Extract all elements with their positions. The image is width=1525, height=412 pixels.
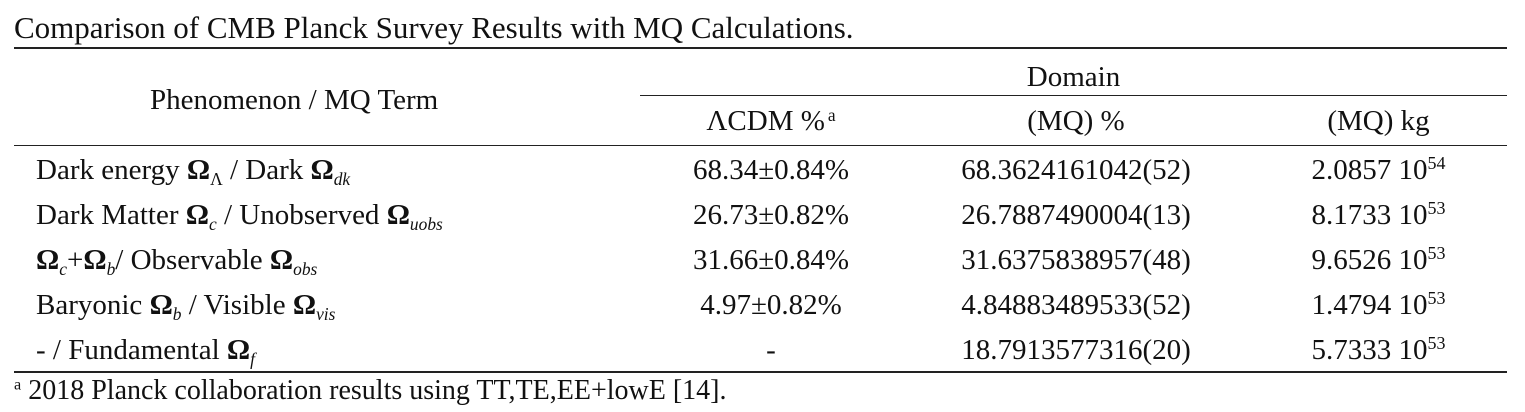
row-label-text: / Unobserved — [216, 199, 387, 231]
mass-mantissa: 2.0857 10 — [1311, 154, 1428, 186]
row-label-text: Dark Matter — [36, 199, 186, 231]
omega-symbol: Ω — [36, 244, 60, 276]
mass-exponent: 54 — [1427, 153, 1446, 174]
row-fundamental-lcdm: - — [766, 334, 776, 366]
header-phenomenon: Phenomenon / MQ Term — [150, 84, 439, 116]
row-dark-matter-lcdm: 26.73±0.82% — [692, 199, 850, 231]
omega-subscript: obs — [293, 259, 318, 280]
mass-exponent: 53 — [1427, 333, 1446, 354]
omega-subscript: b — [172, 304, 182, 325]
omega-symbol: Ω — [386, 199, 410, 231]
row-dark-energy-label: Dark energy ΩΛ / Dark Ωdk — [36, 153, 351, 190]
row-fundamental-mq-kg: 5.7333 1053 — [1250, 333, 1507, 367]
row-label-text: Baryonic — [36, 289, 150, 321]
omega-symbol: Ω — [310, 154, 334, 186]
row-dark-matter-label: Dark Matter Ωc / Unobserved Ωuobs — [36, 198, 443, 235]
row-label-text: + — [66, 244, 84, 276]
omega-subscript: b — [106, 259, 116, 280]
mass-mantissa: 9.6526 10 — [1311, 244, 1428, 276]
omega-symbol: Ω — [149, 289, 173, 321]
omega-subscript: c — [59, 259, 67, 280]
mass-mantissa: 5.7333 10 — [1311, 334, 1428, 366]
header-domain: Domain — [1026, 61, 1121, 93]
omega-symbol: Ω — [269, 244, 294, 276]
mass-exponent: 53 — [1427, 288, 1446, 309]
header-rule — [14, 145, 1507, 146]
header-mq-percent: (MQ) % — [1027, 105, 1125, 137]
row-dark-energy-mq-percent: 68.3624161042(52) — [961, 154, 1191, 186]
row-baryonic-mq-percent: 4.84883489533(52) — [961, 289, 1191, 321]
row-label-text: / Dark — [222, 154, 311, 186]
omega-subscript: Λ — [210, 169, 223, 190]
row-label-text: / Visible — [181, 289, 293, 321]
row-label-text: Dark energy — [36, 154, 187, 186]
mass-mantissa: 8.1733 10 — [1311, 199, 1428, 231]
domain-rule — [640, 95, 1507, 96]
header-mq-kg: (MQ) kg — [1327, 105, 1430, 137]
footnote-text: 2018 Planck collaboration results using … — [21, 375, 727, 406]
row-dark-matter-mq-percent: 26.7887490004(13) — [961, 199, 1191, 231]
table-caption: Comparison of CMB Planck Survey Results … — [14, 10, 854, 45]
header-lcdm-note: a — [827, 105, 836, 126]
header-lcdm-label: ΛCDM % — [706, 105, 825, 137]
row-observable-mq-kg: 9.6526 1053 — [1250, 243, 1507, 277]
mass-exponent: 53 — [1427, 198, 1446, 219]
row-label-text: - / Fundamental — [36, 334, 227, 366]
row-label-text: / Observable — [115, 244, 270, 276]
row-fundamental-label: - / Fundamental Ωf — [36, 333, 255, 370]
top-rule — [14, 47, 1507, 49]
bottom-rule — [14, 371, 1507, 373]
footnote-mark: a — [14, 375, 22, 394]
row-dark-energy-lcdm: 68.34±0.84% — [692, 154, 850, 186]
omega-subscript: vis — [316, 304, 336, 325]
omega-subscript: dk — [333, 169, 351, 190]
row-observable-label: Ωc+Ωb/ Observable Ωobs — [36, 243, 318, 280]
row-baryonic-label: Baryonic Ωb / Visible Ωvis — [36, 288, 336, 325]
omega-symbol: Ω — [292, 289, 317, 321]
omega-symbol: Ω — [185, 199, 210, 231]
omega-subscript: uobs — [409, 214, 443, 235]
row-observable-lcdm: 31.66±0.84% — [692, 244, 850, 276]
omega-symbol: Ω — [186, 154, 211, 186]
row-dark-energy-mq-kg: 2.0857 1054 — [1250, 153, 1507, 187]
omega-subscript: c — [209, 214, 217, 235]
omega-symbol: Ω — [226, 334, 251, 366]
row-baryonic-mq-kg: 1.4794 1053 — [1250, 288, 1507, 322]
mass-mantissa: 1.4794 10 — [1311, 289, 1428, 321]
row-baryonic-lcdm: 4.97±0.82% — [700, 289, 842, 321]
row-dark-matter-mq-kg: 8.1733 1053 — [1250, 198, 1507, 232]
omega-symbol: Ω — [83, 244, 107, 276]
table-footnote: a 2018 Planck collaboration results usin… — [14, 374, 727, 408]
omega-subscript: f — [250, 349, 255, 370]
header-lcdm: ΛCDM % a — [640, 104, 902, 138]
row-fundamental-mq-percent: 18.7913577316(20) — [961, 334, 1191, 366]
mass-exponent: 53 — [1427, 243, 1446, 264]
row-observable-mq-percent: 31.6375838957(48) — [961, 244, 1191, 276]
